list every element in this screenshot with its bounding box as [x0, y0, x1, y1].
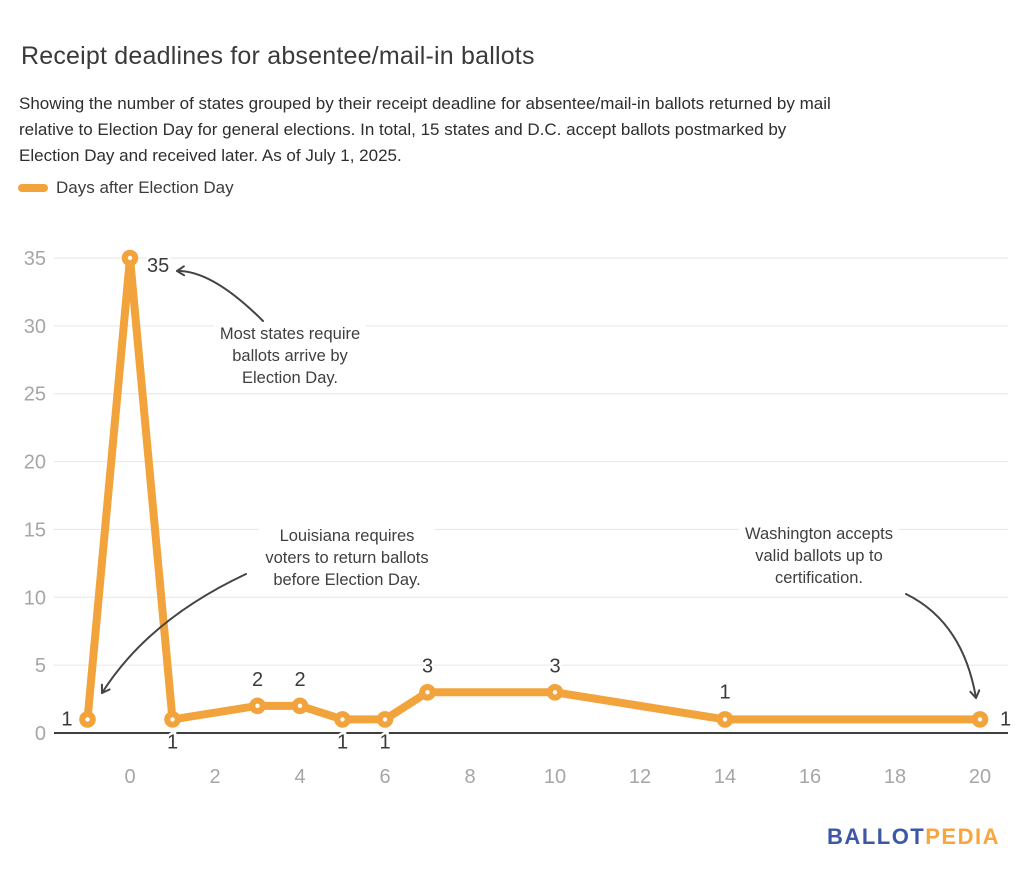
x-tick-label: 8 — [464, 766, 475, 788]
data-point-center-dot — [297, 703, 303, 709]
x-tick-label: 14 — [714, 766, 736, 788]
data-point-label: 3 — [549, 655, 560, 677]
data-point-center-dot — [340, 717, 345, 722]
data-point-label: 1 — [719, 681, 730, 703]
x-tick-label: 4 — [294, 766, 305, 788]
annotation-arrow — [100, 573, 247, 694]
data-point-marker[interactable] — [291, 697, 309, 715]
data-point-label: 1 — [337, 731, 348, 753]
annotation-callout: Louisiana requires voters to return ballo… — [259, 524, 435, 592]
annotation-line: Washington accepts — [745, 525, 893, 543]
annotation-line: Most states require — [219, 325, 361, 343]
series-line — [83, 254, 984, 724]
annotation-line: voters to return ballots — [265, 549, 429, 567]
annotation-line: Louisiana requires — [279, 527, 415, 545]
annotation-line: certification. — [774, 569, 864, 587]
data-point-marker[interactable] — [79, 711, 96, 728]
data-point-label: 1 — [379, 731, 390, 753]
chart-subtitle: Showing the number of states grouped by … — [19, 94, 831, 165]
annotation-arrow — [176, 265, 264, 322]
data-point-label: 1 — [1000, 708, 1011, 730]
data-point-center-dot — [255, 703, 260, 709]
data-point-marker[interactable] — [121, 249, 139, 267]
data-point-label: 1 — [167, 731, 178, 753]
x-tick-label: 16 — [799, 766, 821, 788]
data-point-center-dot — [425, 690, 430, 695]
annotation-line: Election Day. — [242, 369, 338, 387]
data-point-center-dot — [85, 717, 90, 722]
y-tick-label: 5 — [35, 655, 46, 677]
annotation-arrow — [905, 593, 981, 699]
data-point-marker[interactable] — [546, 683, 564, 701]
x-tick-label: 2 — [209, 766, 220, 788]
y-tick-label: 0 — [35, 723, 46, 745]
data-point-label: 3 — [422, 655, 433, 677]
y-tick-label: 10 — [24, 587, 46, 609]
y-tick-label: 30 — [24, 316, 46, 338]
y-tick-label: 25 — [24, 384, 46, 406]
data-point-marker[interactable] — [334, 711, 351, 728]
ballotpedia-logo[interactable]: BALLOTPEDIA — [827, 824, 1000, 850]
y-tick-label: 35 — [24, 248, 46, 270]
annotation-line: before Election Day. — [273, 571, 421, 589]
legend-swatch-icon — [18, 184, 48, 192]
x-tick-label: 10 — [544, 766, 566, 788]
data-point-center-dot — [722, 717, 728, 722]
data-point-marker[interactable] — [376, 711, 394, 728]
x-tick-label: 0 — [124, 766, 135, 788]
data-point-label: 35 — [147, 255, 169, 277]
data-point-center-dot — [977, 717, 983, 722]
y-tick-label: 20 — [24, 452, 46, 474]
data-point-marker[interactable] — [716, 711, 734, 728]
annotation-callout: Most states require ballots arrive by Elec… — [213, 322, 367, 390]
x-tick-label: 20 — [969, 766, 991, 788]
data-point-marker[interactable] — [164, 711, 181, 728]
logo-text-pedia: PEDIA — [925, 824, 1000, 849]
data-point-center-dot — [170, 717, 175, 722]
data-point-marker[interactable] — [971, 711, 989, 728]
data-point-label: 2 — [252, 669, 263, 691]
data-point-center-dot — [552, 690, 558, 695]
x-tick-label: 12 — [629, 766, 651, 788]
chart-title: Receipt deadlines for absentee/mail-in b… — [21, 41, 535, 70]
data-point-label: 1 — [61, 708, 72, 730]
x-tick-label: 18 — [884, 766, 906, 788]
annotation-line: valid ballots up to — [755, 547, 883, 565]
legend-item[interactable]: Days after Election Day — [18, 176, 234, 200]
data-point-label: 2 — [294, 669, 305, 691]
y-tick-label: 15 — [24, 519, 46, 541]
logo-text-ballot: BALLOT — [827, 824, 926, 849]
x-tick-label: 6 — [379, 766, 390, 788]
data-point-center-dot — [382, 717, 388, 722]
annotation-callout: Washington accepts valid ballots up to cer… — [739, 522, 899, 590]
data-point-marker[interactable] — [419, 683, 436, 701]
data-point-marker[interactable] — [249, 697, 266, 715]
data-point-center-dot — [127, 255, 133, 261]
legend-label: Days after Election Day — [56, 178, 234, 197]
annotation-line: ballots arrive by — [232, 347, 348, 365]
